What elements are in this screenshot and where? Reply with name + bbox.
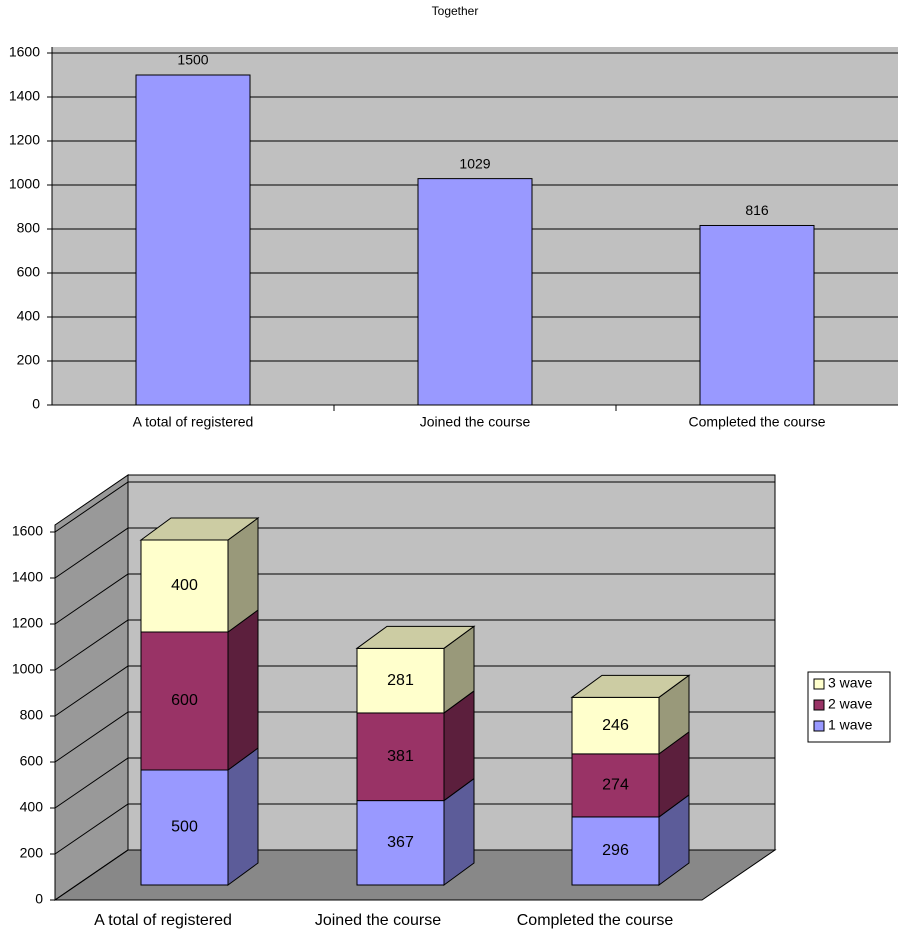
value-label: 600 bbox=[171, 692, 198, 709]
value-label: 400 bbox=[171, 577, 198, 594]
x-tick-label: Completed the course bbox=[517, 912, 674, 929]
bar bbox=[140, 631, 229, 771]
y-tick-label: 600 bbox=[20, 753, 44, 769]
bar bbox=[417, 178, 533, 406]
grid-line bbox=[54, 619, 775, 671]
y-tick-label: 600 bbox=[17, 264, 41, 280]
bar-side bbox=[227, 609, 259, 771]
side-wall bbox=[54, 474, 129, 901]
x-tick-label: Joined the course bbox=[420, 414, 531, 430]
bar bbox=[135, 74, 251, 406]
grid-line bbox=[54, 665, 775, 717]
legend-label: 3 wave bbox=[828, 675, 873, 691]
bar bbox=[571, 816, 660, 886]
y-tick-label: 1200 bbox=[9, 132, 40, 148]
grid-line bbox=[54, 481, 775, 533]
x-tick-label: Completed the course bbox=[689, 414, 826, 430]
y-tick-label: 1200 bbox=[12, 615, 43, 631]
y-tick-label: 800 bbox=[20, 707, 44, 723]
grid-line bbox=[54, 803, 775, 855]
y-tick-label: 1400 bbox=[12, 569, 43, 585]
y-tick-label: 400 bbox=[20, 799, 44, 815]
x-tick-label: A total of registered bbox=[94, 912, 232, 929]
y-tick-label: 1600 bbox=[12, 523, 43, 539]
legend-swatch bbox=[813, 678, 825, 690]
grid-line bbox=[54, 757, 775, 809]
value-label: 1029 bbox=[459, 155, 490, 171]
grid-line bbox=[54, 711, 775, 763]
bar bbox=[140, 769, 229, 886]
x-tick-label: A total of registered bbox=[133, 414, 254, 430]
y-tick-label: 1000 bbox=[9, 176, 40, 192]
bar bbox=[140, 539, 229, 633]
bar bbox=[699, 224, 815, 406]
bar-top bbox=[139, 517, 260, 541]
value-label: 500 bbox=[171, 819, 198, 836]
grid-line bbox=[54, 573, 775, 625]
legend-swatch bbox=[813, 720, 825, 732]
y-tick-label: 200 bbox=[20, 845, 44, 861]
bar bbox=[356, 647, 445, 714]
legend-label: 1 wave bbox=[828, 717, 873, 733]
bar-top bbox=[570, 674, 691, 698]
chart-title: Together bbox=[432, 4, 479, 18]
value-label: 246 bbox=[602, 717, 629, 734]
y-tick-label: 1000 bbox=[12, 661, 43, 677]
y-tick-label: 200 bbox=[17, 352, 41, 368]
value-label: 367 bbox=[387, 834, 414, 851]
y-tick-label: 0 bbox=[32, 396, 40, 412]
x-tick-label: Joined the course bbox=[315, 912, 441, 929]
value-label: 281 bbox=[387, 672, 414, 689]
y-tick-label: 1600 bbox=[9, 44, 40, 60]
y-tick-label: 800 bbox=[17, 220, 41, 236]
legend-label: 2 wave bbox=[828, 696, 873, 712]
value-label: 1500 bbox=[177, 52, 208, 68]
y-tick-label: 0 bbox=[35, 891, 43, 907]
value-label: 816 bbox=[745, 202, 769, 218]
bar bbox=[571, 753, 660, 818]
legend-swatch bbox=[813, 699, 825, 711]
value-label: 381 bbox=[387, 748, 414, 765]
y-tick-label: 1400 bbox=[9, 88, 40, 104]
y-tick-label: 400 bbox=[17, 308, 41, 324]
bar-side bbox=[227, 747, 259, 886]
bar bbox=[356, 800, 445, 886]
bar bbox=[571, 696, 660, 755]
grid-line bbox=[54, 527, 775, 579]
bar bbox=[356, 712, 445, 802]
bar-top bbox=[355, 625, 476, 649]
value-label: 296 bbox=[602, 842, 629, 859]
grid-line bbox=[54, 849, 775, 901]
value-label: 274 bbox=[602, 777, 629, 794]
